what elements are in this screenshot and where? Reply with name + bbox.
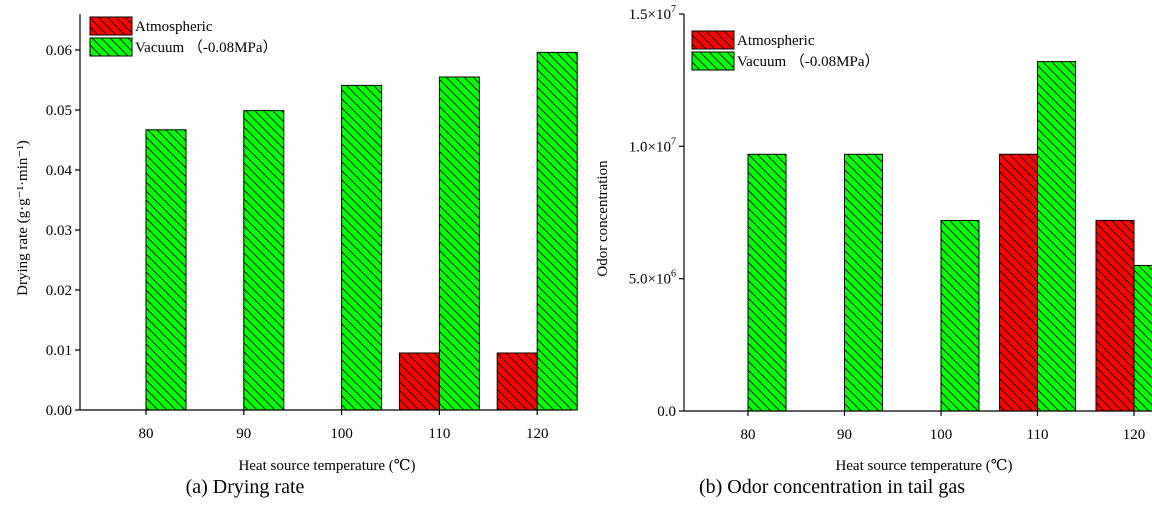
x-axis-label: Heat source temperature (℃) — [238, 458, 415, 474]
y-tick-label: 0.00 — [46, 403, 72, 419]
bar-vacuum-80 — [145, 129, 187, 411]
legend-swatch-vacuum — [89, 37, 133, 57]
bar-vacuum-100 — [341, 84, 383, 411]
x-tick-label: 90 — [236, 426, 251, 442]
bar-atmospheric-120 — [1095, 219, 1135, 412]
x-tick-label: 120 — [526, 426, 549, 442]
x-tick-label: 90 — [837, 427, 852, 443]
x-tick-label: 110 — [1027, 427, 1049, 443]
legend-swatch-vacuum — [691, 51, 735, 71]
y-tick-label: 0.05 — [46, 103, 72, 119]
x-axis-label: Heat source temperature (℃) — [835, 458, 1012, 474]
bar-atmospheric-110 — [398, 352, 440, 411]
legend-swatch-atmospheric — [89, 16, 133, 36]
y-tick-label: 5.0×106 — [629, 269, 676, 288]
y-tick-label: 0.03 — [46, 223, 72, 239]
bar-vacuum-120 — [536, 51, 578, 411]
y-tick-label: 0.04 — [46, 163, 73, 179]
x-tick-label: 100 — [930, 427, 953, 443]
legend-label-atmospheric: Atmospheric — [135, 19, 213, 35]
y-axis-label: Odor concentration — [595, 160, 611, 277]
x-tick-label: 100 — [330, 426, 353, 442]
legend-label-vacuum: Vacuum （-0.08MPa） — [737, 53, 880, 70]
figure-caption-a: (a) Drying rate — [186, 476, 305, 498]
chart-panel-1: 0.00 0.01 0.02 0.03 0.04 0.05 0.06 80 90 100 110 12… — [15, 14, 578, 498]
bar-vacuum-100 — [940, 219, 980, 412]
y-axis-label: Drying rate (g·g⁻¹·min⁻¹) — [15, 140, 31, 296]
y-tick-label: 1.0×107 — [629, 136, 676, 155]
bar-vacuum-90 — [844, 153, 883, 412]
x-tick-label: 80 — [139, 426, 154, 442]
bar-vacuum-90 — [243, 110, 285, 411]
figure-caption-b: (b) Odor concentration in tail gas — [699, 476, 965, 498]
chart-panel-2: 0.0 5.0×106 1.0×107 1.5×107 80 90 100 110 120 Hea… — [595, 4, 1152, 498]
y-tick-label: 1.5×107 — [629, 4, 676, 23]
x-tick-label: 80 — [741, 427, 756, 443]
y-tick-label: 0.06 — [46, 43, 73, 59]
bar-vacuum-110 — [1037, 61, 1076, 412]
bar-atmospheric-120 — [496, 352, 538, 411]
bar-atmospheric-110 — [999, 153, 1038, 412]
y-tick-label: 0.02 — [46, 283, 72, 299]
y-tick-label: 0.01 — [46, 343, 72, 359]
bar-vacuum-110 — [438, 76, 480, 411]
bar-vacuum-120 — [1133, 264, 1152, 412]
bar-vacuum-80 — [747, 153, 787, 412]
x-tick-label: 110 — [428, 426, 450, 442]
legend-label-atmospheric: Atmospheric — [737, 33, 815, 49]
legend-swatch-atmospheric — [691, 30, 735, 50]
x-tick-label: 120 — [1123, 427, 1146, 443]
legend-label-vacuum: Vacuum （-0.08MPa） — [135, 39, 278, 56]
y-tick-label: 0.0 — [657, 404, 676, 420]
